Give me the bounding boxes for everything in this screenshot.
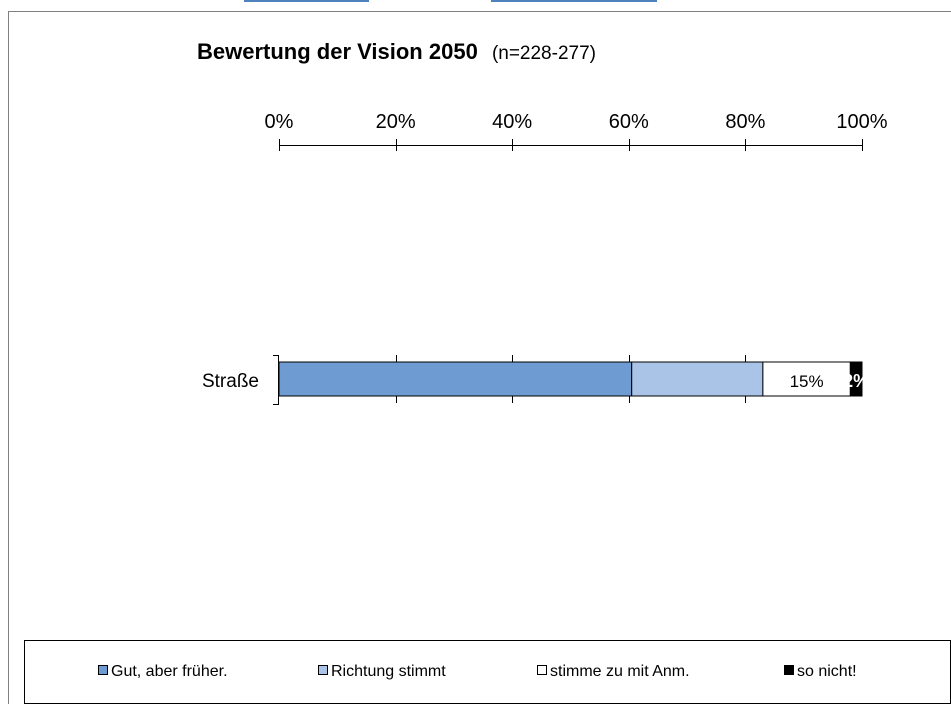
chart-subtitle: (n=228-277) <box>492 43 596 64</box>
x-tick-label: 60% <box>609 111 649 133</box>
x-tick-label: 20% <box>376 111 416 133</box>
legend-label: stimme zu mit Anm. <box>550 663 690 680</box>
x-tick-label: 0% <box>265 111 294 133</box>
legend-swatch <box>785 666 794 675</box>
top-strip-left <box>244 0 369 2</box>
legend-label: Richtung stimmt <box>331 663 446 680</box>
category-label-strasse: Straße <box>202 371 259 392</box>
legend-swatch <box>99 666 108 675</box>
legend-swatch <box>319 666 328 675</box>
top-strip-right <box>491 0 657 2</box>
x-tick-label: 40% <box>492 111 532 133</box>
bar-segment <box>632 362 763 396</box>
bar-group: 15% 2% <box>279 355 869 403</box>
x-tick-label: 100% <box>836 111 887 133</box>
legend-label: so nicht! <box>797 663 857 680</box>
bar-segment <box>279 362 632 396</box>
x-tick-label: 80% <box>725 111 765 133</box>
data-label: 2% <box>843 371 869 391</box>
legend-swatch <box>538 666 547 675</box>
legend-label: Gut, aber früher. <box>111 663 228 680</box>
data-label: 15% <box>790 372 824 391</box>
chart-title-text: Bewertung der Vision 2050 (n=228-277) <box>197 39 596 64</box>
chart-frame <box>9 12 951 705</box>
chart-title: Bewertung der Vision 2050 <box>197 39 478 64</box>
